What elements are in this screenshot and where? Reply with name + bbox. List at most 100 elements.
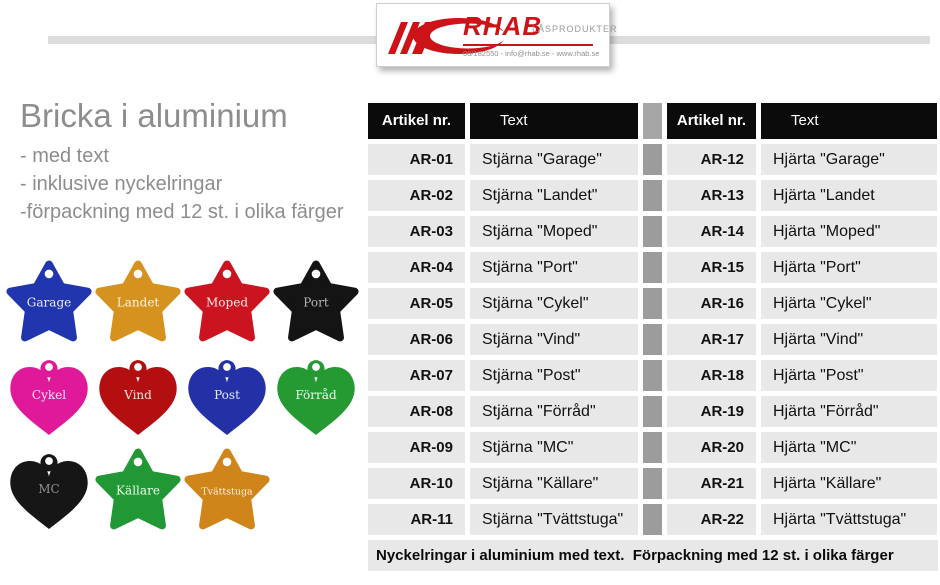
table-row: AR-04 Stjärna "Port" AR-15 Hjärta "Port" <box>368 252 938 283</box>
left-text-cell: Stjärna "Tvättstuga" <box>470 504 638 535</box>
spacer-cell <box>643 360 662 391</box>
right-artikel-cell: AR-13 <box>667 180 756 211</box>
left-text-cell: Stjärna "Port" <box>470 252 638 283</box>
svg-text:Källare: Källare <box>116 484 160 498</box>
right-artikel-cell: AR-18 <box>667 360 756 391</box>
tag-källare: Källare <box>95 448 181 536</box>
right-artikel-cell: AR-20 <box>667 432 756 463</box>
left-artikel-cell: AR-03 <box>368 216 465 247</box>
tag-row: Garage Landet Moped Port <box>6 260 362 348</box>
left-text-cell: Stjärna "Cykel" <box>470 288 638 319</box>
right-artikel-cell: AR-12 <box>667 144 756 175</box>
left-text-header: Text <box>470 103 638 139</box>
right-text-cell: Hjärta "Cykel" <box>761 288 937 319</box>
heart-tag-icon: Cykel <box>10 360 88 435</box>
table-row: AR-02 Stjärna "Landet" AR-13 Hjärta "Landet <box>368 180 938 211</box>
left-text-cell: Stjärna "Post" <box>470 360 638 391</box>
heart-tag-icon: Post <box>188 360 266 435</box>
spacer-cell <box>643 324 662 355</box>
right-text-cell: Hjärta "Vind" <box>761 324 937 355</box>
svg-text:Tvättstuga: Tvättstuga <box>201 487 253 498</box>
spacer-cell <box>643 468 662 499</box>
left-text-cell: Stjärna "Landet" <box>470 180 638 211</box>
heart-tag-icon: Vind <box>99 360 177 435</box>
right-artikel-cell: AR-15 <box>667 252 756 283</box>
star-tag-icon: Port <box>273 260 359 342</box>
left-artikel-cell: AR-06 <box>368 324 465 355</box>
left-artikel-cell: AR-07 <box>368 360 465 391</box>
logo-underline <box>463 44 593 46</box>
product-intro: Bricka i aluminium - med text - inklusive… <box>20 96 344 226</box>
star-tag-icon: Moped <box>184 260 270 342</box>
tag-förråd: Förråd <box>273 354 359 442</box>
right-artikel-cell: AR-19 <box>667 396 756 427</box>
heart-tag-icon: MC <box>10 454 88 529</box>
logo-swoosh-icon <box>388 18 506 54</box>
left-text-cell: Stjärna "Vind" <box>470 324 638 355</box>
table-header-row: Artikel nr. Text Artikel nr. Text <box>368 103 938 139</box>
spacer-cell <box>643 288 662 319</box>
table-row: AR-08 Stjärna "Förråd" AR-19 Hjärta "Förråd… <box>368 396 938 427</box>
svg-text:Post: Post <box>214 388 240 402</box>
right-text-cell: Hjärta "MC" <box>761 432 937 463</box>
tag-sample-grid: Garage Landet Moped Port Cykel Vind Post… <box>6 260 362 542</box>
table-row: AR-03 Stjärna "Moped" AR-14 Hjärta "Moped" <box>368 216 938 247</box>
right-text-cell: Hjärta "Post" <box>761 360 937 391</box>
table-row: AR-06 Stjärna "Vind" AR-17 Hjärta "Vind" <box>368 324 938 355</box>
left-artikel-header: Artikel nr. <box>368 103 465 139</box>
right-artikel-header: Artikel nr. <box>667 103 756 139</box>
heart-tag-icon: Förråd <box>277 360 355 435</box>
left-artikel-cell: AR-10 <box>368 468 465 499</box>
svg-text:Landet: Landet <box>117 296 160 310</box>
tag-tvättstuga: Tvättstuga <box>184 448 270 536</box>
product-bullet-line: - inklusive nyckelringar <box>20 173 223 195</box>
star-tag-icon: Garage <box>6 260 92 342</box>
svg-text:MC: MC <box>38 482 60 496</box>
spacer-cell <box>643 252 662 283</box>
left-text-cell: Stjärna "MC" <box>470 432 638 463</box>
spacer-cell <box>643 180 662 211</box>
tag-vind: Vind <box>95 354 181 442</box>
left-artikel-cell: AR-11 <box>368 504 465 535</box>
tag-post: Post <box>184 354 270 442</box>
left-text-cell: Stjärna "Förråd" <box>470 396 638 427</box>
page-title: Bricka i aluminium <box>20 97 288 134</box>
right-text-header: Text <box>761 103 937 139</box>
left-artikel-cell: AR-05 <box>368 288 465 319</box>
tag-cykel: Cykel <box>6 354 92 442</box>
logo-suffix-text: LÅSPRODUKTER <box>532 24 618 34</box>
table-row: AR-05 Stjärna "Cykel" AR-16 Hjärta "Cykel" <box>368 288 938 319</box>
right-text-cell: Hjärta "Förråd" <box>761 396 937 427</box>
tag-row: Cykel Vind Post Förråd <box>6 354 362 442</box>
svg-text:Moped: Moped <box>206 296 248 310</box>
right-artikel-cell: AR-21 <box>667 468 756 499</box>
table-footer-note: Nyckelringar i aluminium med text. Förpa… <box>368 540 938 571</box>
svg-text:Vind: Vind <box>123 388 152 402</box>
spacer-cell <box>643 144 662 175</box>
right-artikel-cell: AR-17 <box>667 324 756 355</box>
star-tag-icon: Tvättstuga <box>184 448 270 530</box>
left-artikel-cell: AR-04 <box>368 252 465 283</box>
tag-moped: Moped <box>184 260 270 348</box>
right-artikel-cell: AR-22 <box>667 504 756 535</box>
spacer-cell <box>643 216 662 247</box>
table-body: AR-01 Stjärna "Garage" AR-12 Hjärta "Garage… <box>368 144 938 535</box>
table-row: AR-10 Stjärna "Källare" AR-21 Hjärta "Källa… <box>368 468 938 499</box>
company-logo: RHAB LÅSPRODUKTER 08/182550 - info@rhab.… <box>376 3 617 67</box>
star-tag-icon: Landet <box>95 260 181 342</box>
logo-contact-text: 08/182550 - info@rhab.se - www.rhab.se <box>463 49 600 58</box>
left-text-cell: Stjärna "Moped" <box>470 216 638 247</box>
left-artikel-cell: AR-01 <box>368 144 465 175</box>
product-bullet-line: -förpackning med 12 st. i olika färger <box>20 201 344 223</box>
right-text-cell: Hjärta "Källare" <box>761 468 937 499</box>
tag-port: Port <box>273 260 359 348</box>
logo-brand-text: RHAB <box>463 11 543 41</box>
tag-mc: MC <box>6 448 92 536</box>
left-text-cell: Stjärna "Garage" <box>470 144 638 175</box>
table-row: AR-07 Stjärna "Post" AR-18 Hjärta "Post" <box>368 360 938 391</box>
left-artikel-cell: AR-08 <box>368 396 465 427</box>
tag-row: MC Källare Tvättstuga <box>6 448 362 536</box>
spacer-header-cell <box>643 103 662 139</box>
product-bullet-line: - med text <box>20 145 109 167</box>
